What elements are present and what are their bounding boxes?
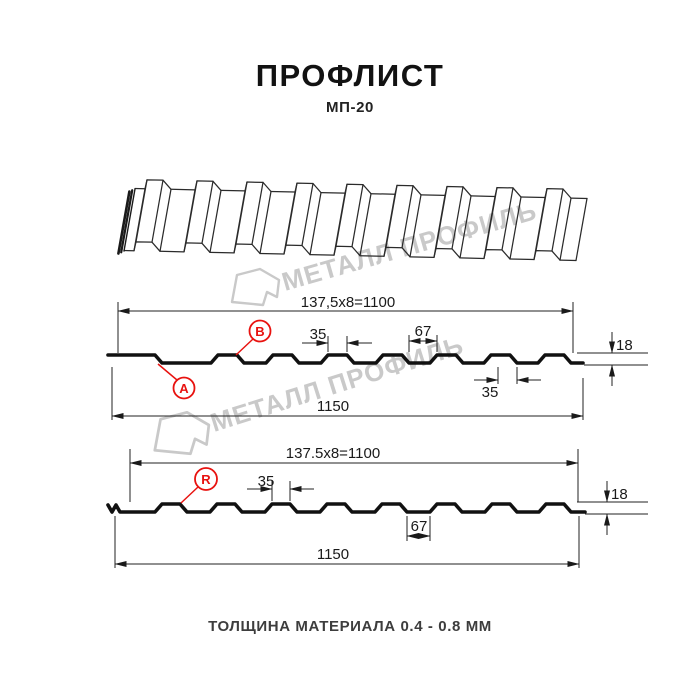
dim-label-height: 18: [616, 337, 633, 354]
dim-label-rib-top: 35: [258, 473, 275, 490]
metall-profil-logo-icon: [230, 267, 281, 307]
dim-label-coverage: 137.5x8=1100: [286, 445, 380, 462]
callout-a: A: [157, 363, 196, 400]
callout-b-label: B: [255, 324, 264, 339]
section-1: 137,5x8=1100 35 67: [106, 294, 648, 420]
dim-label-height: 18: [611, 486, 628, 503]
callout-a-label: A: [179, 381, 189, 396]
section-2: 137.5x8=1100 35 18: [106, 445, 648, 568]
material-thickness-caption: ТОЛЩИНА МАТЕРИАЛА 0.4 - 0.8 ММ: [208, 618, 492, 635]
dim-label-total: 1150: [317, 546, 349, 563]
section1-dim-height: 18: [577, 332, 648, 386]
section2-dim-rib-top: 35: [247, 473, 314, 501]
profile-3d-view: [117, 179, 588, 262]
section1-dim-total: 1150: [111, 367, 584, 420]
callout-r-label: R: [201, 472, 211, 487]
callout-b: B: [235, 319, 272, 356]
callout-r: R: [180, 467, 218, 504]
metall-profil-logo-icon: [153, 410, 211, 456]
dim-label-total: 1150: [317, 398, 349, 415]
section2-dim-total: 1150: [114, 516, 580, 568]
dim-label-rib-top: 35: [310, 326, 327, 343]
dim-label-flat: 67: [415, 323, 432, 340]
section2-profile: [106, 502, 587, 514]
dim-label-rib-bottom: 35: [482, 384, 499, 401]
profile-model-label: МП-20: [326, 99, 374, 116]
section1-dim-coverage: 137,5x8=1100: [117, 294, 574, 353]
dim-label-coverage: 137,5x8=1100: [301, 294, 395, 311]
section2-dim-coverage: 137.5x8=1100: [129, 445, 579, 502]
page-title: ПРОФЛИСТ: [255, 58, 445, 93]
section2-dim-height: 18: [577, 481, 648, 535]
watermark-2: МЕТАЛЛ ПРОФИЛЬ: [153, 330, 467, 456]
section1-profile: [106, 353, 585, 365]
section1-dim-rib-top: 35: [302, 326, 372, 352]
section1-dim-flat: 67: [408, 323, 438, 352]
section1-dim-rib-bottom: 35: [474, 367, 541, 401]
section2-dim-flat: 67: [406, 516, 431, 541]
dim-label-flat: 67: [411, 518, 428, 535]
